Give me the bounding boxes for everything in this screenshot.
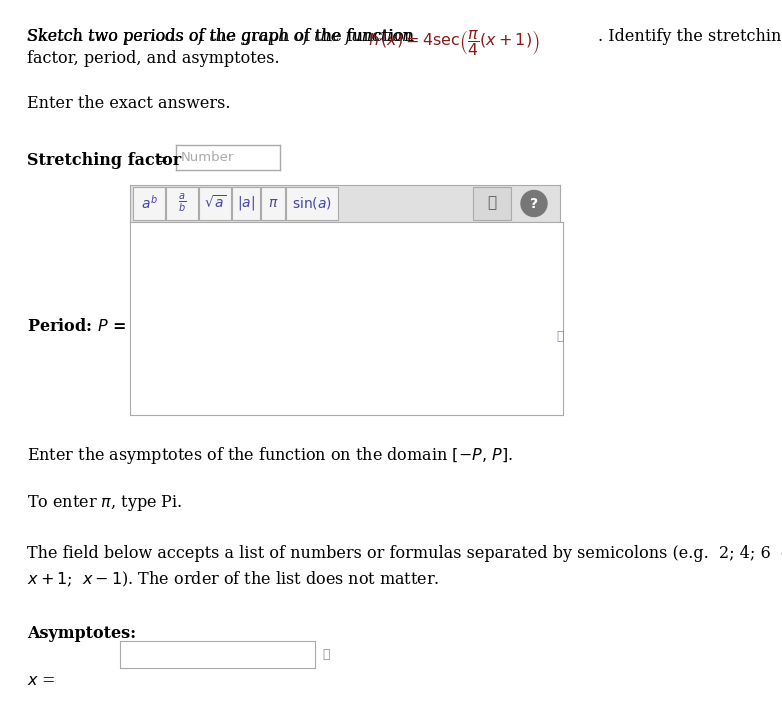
Text: $x$ =: $x$ =	[27, 672, 56, 689]
Text: ?: ?	[530, 197, 538, 210]
Text: $h\,(x) = 4\sec\!\left(\dfrac{\pi}{4}(x+1)\right)$: $h\,(x) = 4\sec\!\left(\dfrac{\pi}{4}(x+…	[368, 28, 540, 58]
Text: . Identify the stretching: . Identify the stretching	[598, 28, 782, 45]
FancyBboxPatch shape	[473, 187, 511, 220]
Text: $x + 1$;  $x - 1$). The order of the list does not matter.: $x + 1$; $x - 1$). The order of the list…	[27, 570, 439, 589]
Text: =: =	[150, 152, 174, 169]
Circle shape	[521, 190, 547, 217]
Text: Asymptotes:: Asymptotes:	[27, 625, 136, 642]
Text: $\sqrt{a}$: $\sqrt{a}$	[203, 195, 227, 212]
FancyBboxPatch shape	[166, 187, 198, 220]
Text: $\frac{a}{b}$: $\frac{a}{b}$	[178, 192, 186, 214]
Text: factor, period, and asymptotes.: factor, period, and asymptotes.	[27, 50, 280, 67]
Text: 📋: 📋	[556, 330, 564, 343]
Text: Number: Number	[181, 151, 235, 164]
Text: 📋: 📋	[322, 648, 329, 661]
FancyBboxPatch shape	[286, 187, 338, 220]
Text: $a^b$: $a^b$	[141, 194, 157, 212]
Text: Enter the exact answers.: Enter the exact answers.	[27, 95, 231, 112]
Text: $\sin(a)$: $\sin(a)$	[292, 195, 332, 211]
Text: The field below accepts a list of numbers or formulas separated by semicolons (e: The field below accepts a list of number…	[27, 545, 782, 562]
Text: To enter $\pi$, type Pi.: To enter $\pi$, type Pi.	[27, 493, 182, 513]
FancyBboxPatch shape	[232, 187, 260, 220]
Text: Sketch two periods of the graph of the function: Sketch two periods of the graph of the f…	[27, 28, 418, 45]
FancyBboxPatch shape	[261, 187, 285, 220]
Text: $|a|$: $|a|$	[237, 194, 255, 212]
Text: Enter the asymptotes of the function on the domain $[-P,\,P]$.: Enter the asymptotes of the function on …	[27, 445, 513, 466]
Text: 🗑: 🗑	[487, 195, 497, 210]
Text: Period: $P$ =: Period: $P$ =	[27, 318, 126, 335]
FancyBboxPatch shape	[199, 187, 231, 220]
Text: $\pi$: $\pi$	[267, 196, 278, 210]
Text: Stretching factor: Stretching factor	[27, 152, 181, 169]
Text: Sketch two periods of the graph of the function: Sketch two periods of the graph of the f…	[27, 28, 419, 45]
FancyBboxPatch shape	[133, 187, 165, 220]
